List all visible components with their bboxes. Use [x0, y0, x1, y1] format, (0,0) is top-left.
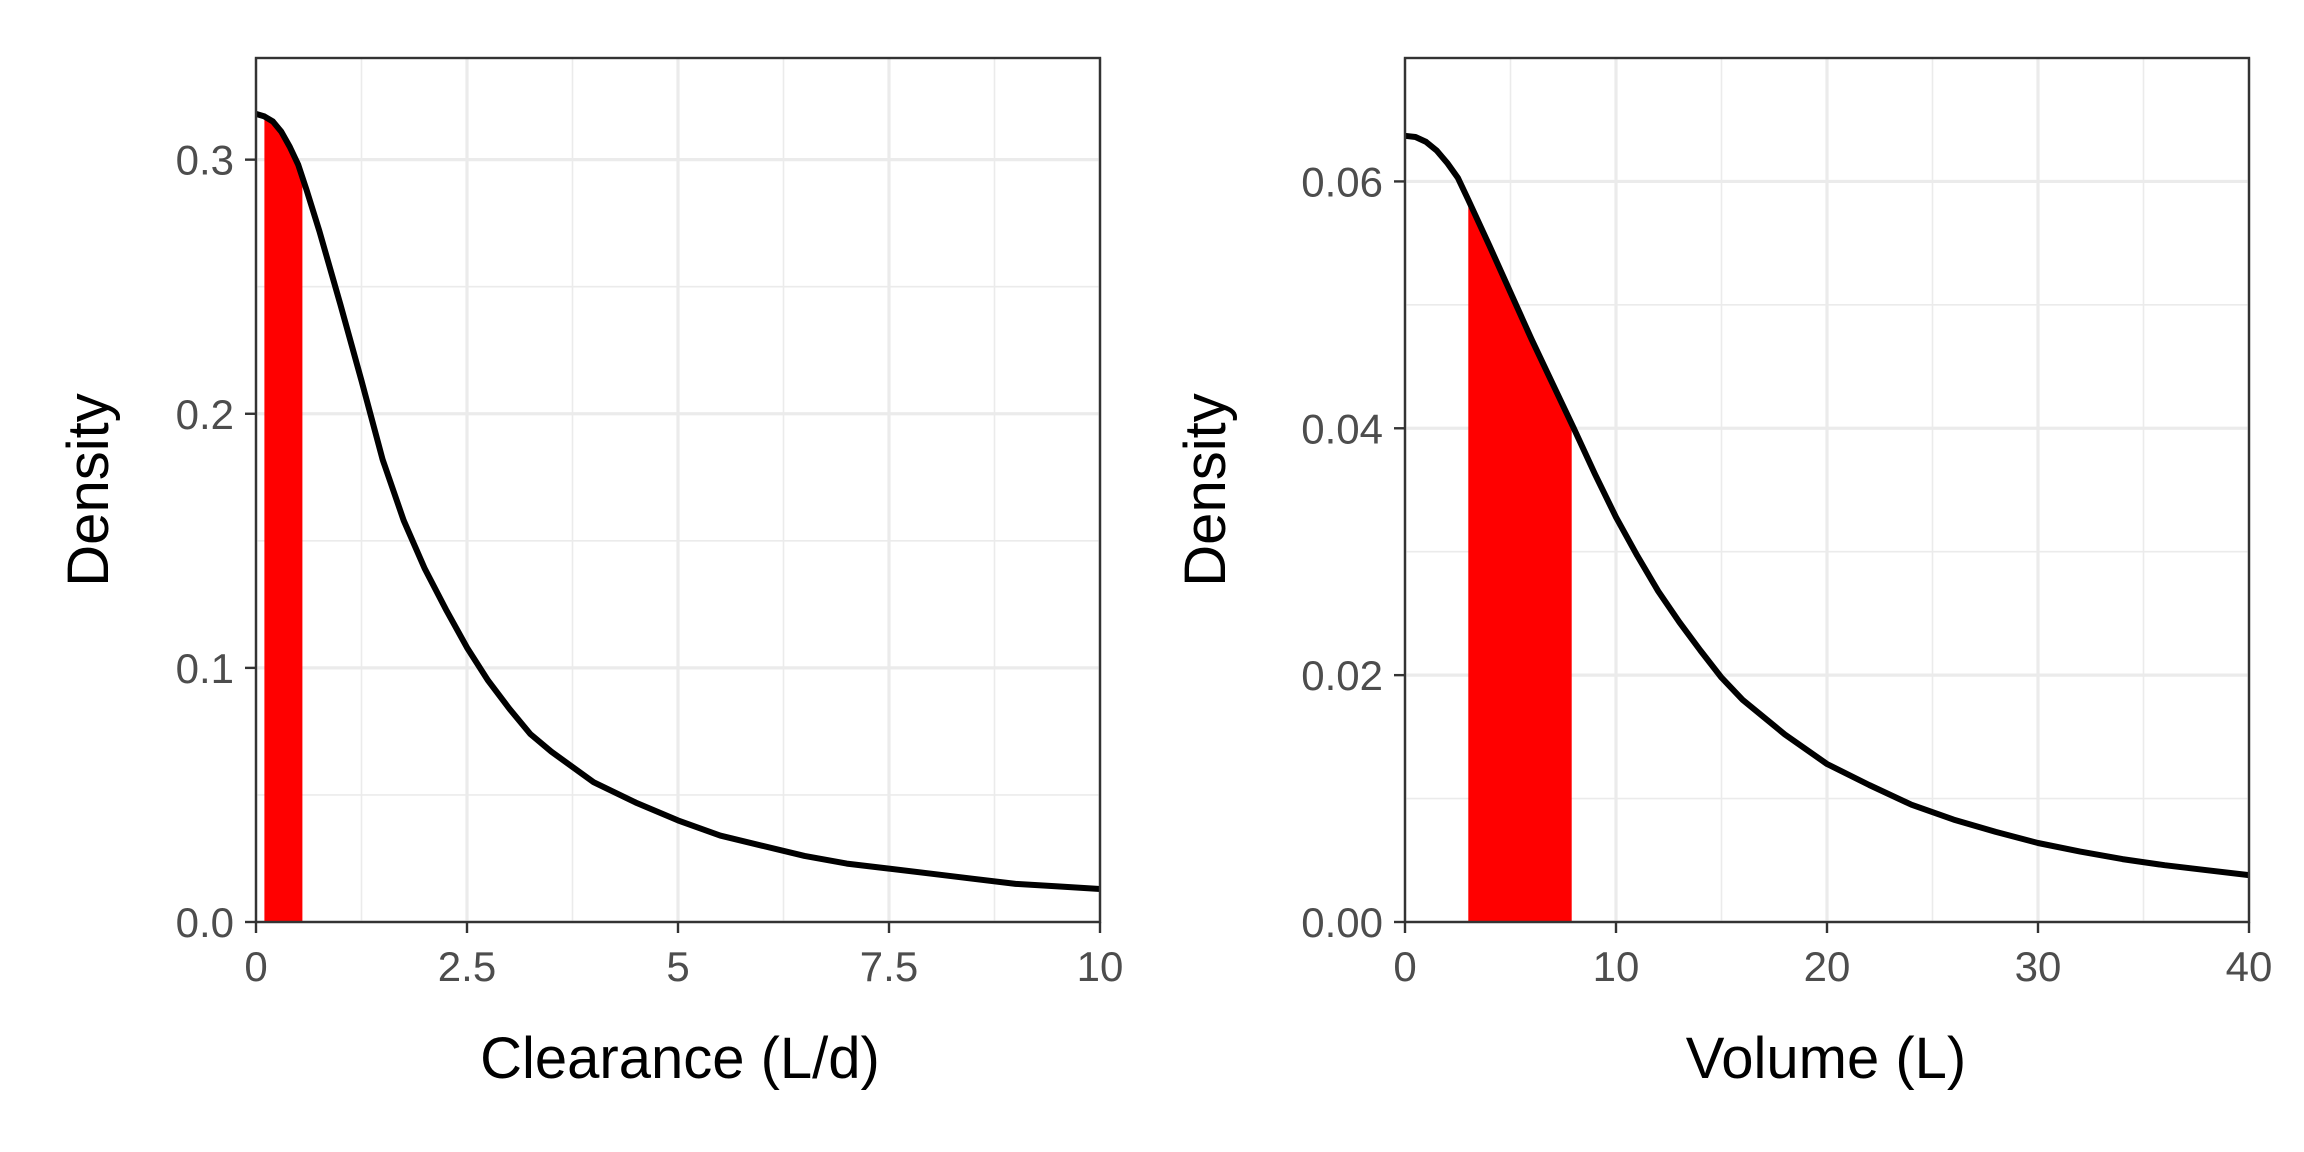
x-tick-label: 20 [1804, 943, 1851, 990]
shaded-interval [1468, 199, 1572, 922]
y-axis-title: Density [56, 393, 121, 586]
y-tick-label: 0.06 [1301, 158, 1383, 205]
y-axis-title: Density [1173, 393, 1238, 586]
y-tick-label: 0.2 [176, 391, 234, 438]
shaded-interval [264, 116, 303, 922]
x-tick-label: 40 [2226, 943, 2273, 990]
plot-area: 0 2.5 5 7.5 10 0.0 0.1 0.2 0.3 [176, 56, 1124, 990]
y-tick-label: 0.00 [1301, 899, 1383, 946]
x-tick-label: 2.5 [438, 943, 496, 990]
x-axis-title: Clearance (L/d) [480, 1026, 880, 1091]
x-tick-label: 5 [666, 943, 689, 990]
x-tick-label: 30 [2015, 943, 2062, 990]
x-tick-label: 7.5 [860, 943, 918, 990]
y-tick-label: 0.3 [176, 137, 234, 184]
x-tick-label: 10 [1593, 943, 1640, 990]
volume-density-panel: 0 10 20 30 40 0.00 0.02 0.04 0.06 Volume (L) Den… [1173, 56, 2273, 1091]
x-tick-label: 0 [1393, 943, 1416, 990]
clearance-density-panel: 0 2.5 5 7.5 10 0.0 0.1 0.2 0.3 Clearance (L/d) D… [56, 56, 1124, 1091]
y-tick-label: 0.1 [176, 645, 234, 692]
y-tick-label: 0.02 [1301, 652, 1383, 699]
x-tick-label: 10 [1077, 943, 1124, 990]
density-line [1404, 132, 2250, 879]
y-tick-label: 0.04 [1301, 405, 1383, 452]
x-axis-title: Volume (L) [1686, 1026, 1966, 1091]
y-tick-label: 0.0 [176, 899, 234, 946]
density-line [255, 111, 1101, 892]
x-tick-label: 0 [244, 943, 267, 990]
plot-area: 0 10 20 30 40 0.00 0.02 0.04 0.06 [1301, 56, 2273, 990]
